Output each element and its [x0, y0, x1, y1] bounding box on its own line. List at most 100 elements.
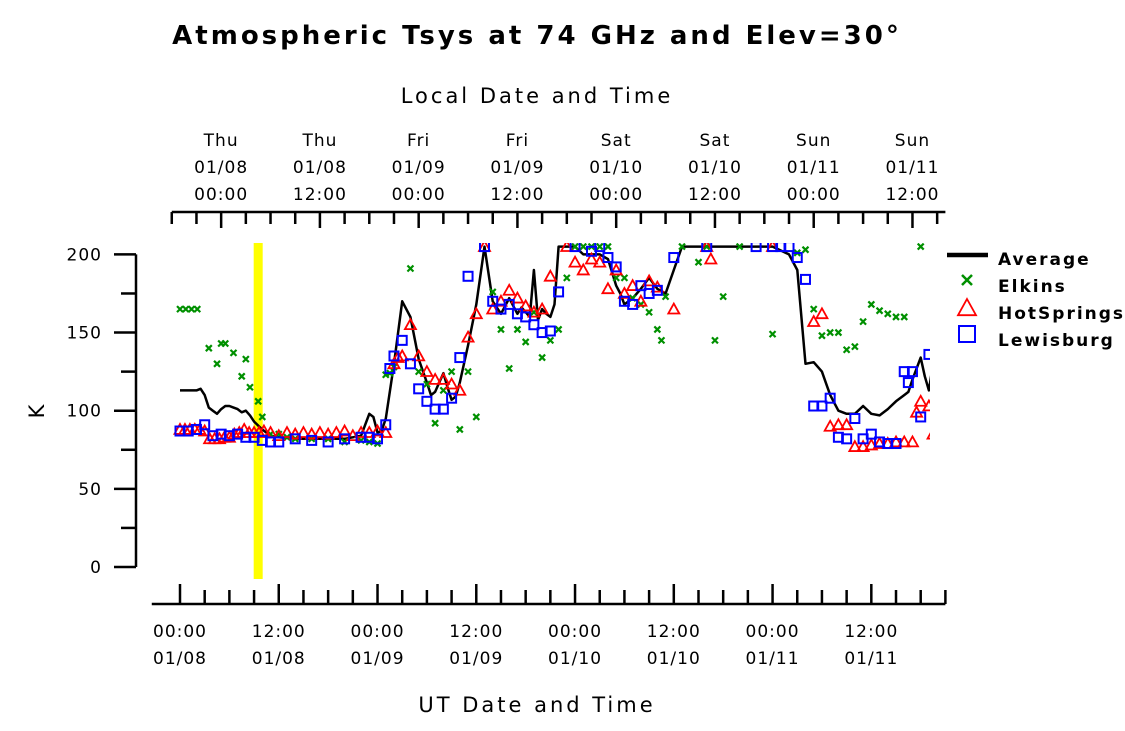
bottom-tick-time: 12:00	[449, 622, 503, 642]
lewisburg-point	[404, 358, 416, 370]
bottom-tick-date: 01/11	[844, 649, 898, 669]
lewisburg-point	[528, 319, 540, 331]
lewisburg-point	[635, 280, 647, 292]
elkins-point	[579, 243, 588, 251]
lewisburg-point	[701, 243, 713, 253]
elkins-point	[246, 383, 254, 392]
top-tick-day: Sat	[601, 131, 632, 151]
elkins-point	[258, 413, 267, 421]
hotsprings-point	[444, 376, 459, 390]
hotsprings-point	[814, 306, 829, 320]
series-elkins	[176, 243, 925, 448]
top-tick-date: 01/09	[490, 158, 544, 178]
bottom-tick-time: 00:00	[746, 622, 800, 642]
elkins-point	[620, 274, 629, 282]
elkins-point	[595, 243, 604, 251]
elkins-point	[193, 305, 202, 313]
legend-label: Elkins	[998, 277, 1067, 297]
hotsprings-point	[617, 286, 632, 299]
hotsprings-point	[469, 306, 484, 320]
top-tick-time: 00:00	[787, 185, 841, 205]
elkins-point	[801, 245, 810, 254]
lewisburg-point	[273, 436, 285, 448]
lewisburg-point	[651, 284, 663, 296]
elkins-point	[229, 349, 238, 357]
lewisburg-point	[421, 395, 433, 407]
lewisburg-point	[816, 400, 828, 412]
legend-item-hotsprings: HotSprings	[956, 297, 1123, 324]
lewisburg-point	[783, 243, 795, 253]
top-tick-day: Thu	[203, 131, 239, 151]
hotsprings-point	[419, 364, 434, 377]
elkins-point	[604, 243, 612, 251]
elkins-point	[423, 380, 431, 388]
lewisburg-point	[372, 433, 384, 445]
elkins-point	[678, 243, 686, 251]
elkins-point	[892, 313, 900, 321]
hotsprings-point	[831, 417, 846, 431]
series-lewisburg	[174, 243, 930, 450]
hotsprings-point	[296, 425, 311, 438]
lewisburg-point	[594, 243, 606, 253]
elkins-point	[176, 305, 184, 313]
hotsprings-point	[666, 301, 681, 315]
lewisburg-point	[865, 428, 877, 440]
lewisburg-point	[437, 403, 449, 415]
lewisburg-point	[544, 325, 556, 337]
top-tick-day: Fri	[506, 131, 529, 151]
hotsprings-point	[543, 268, 558, 282]
lewisburg-point	[388, 350, 400, 362]
bottom-tick-date: 01/10	[548, 649, 602, 669]
lewisburg-point	[610, 261, 622, 273]
elkins-point	[513, 325, 522, 334]
hotsprings-point	[403, 317, 418, 331]
hotsprings-point	[847, 439, 862, 452]
legend-elkins-swatch	[961, 274, 973, 286]
hotsprings-point	[856, 439, 871, 452]
bottom-tick-time: 12:00	[252, 622, 306, 642]
elkins-point	[884, 310, 892, 318]
elkins-point	[657, 336, 666, 345]
elkins-point	[735, 243, 744, 251]
elkins-point	[505, 364, 513, 373]
hotsprings-point	[576, 262, 591, 276]
lewisburg-point	[384, 362, 396, 374]
elkins-point	[414, 367, 423, 376]
hotsprings-point	[329, 425, 344, 438]
hotsprings-point	[510, 290, 525, 304]
hotsprings-point	[823, 418, 838, 432]
lewisburg-point	[890, 438, 902, 450]
hotsprings-point	[502, 282, 517, 296]
hotsprings-point	[411, 348, 426, 362]
bottom-tick-date: 01/09	[351, 649, 405, 669]
elkins-point	[447, 367, 456, 376]
hotsprings-point	[312, 425, 327, 438]
top-tick-date: 01/11	[787, 158, 841, 178]
top-tick-day: Sun	[895, 131, 930, 151]
hotsprings-point	[428, 372, 443, 385]
lewisburg-point	[902, 377, 914, 389]
legend-item-average: Average	[947, 250, 1089, 270]
bottom-tick-date: 01/08	[252, 649, 306, 669]
hotsprings-point	[609, 262, 624, 276]
hotsprings-point	[921, 398, 930, 412]
y-tick-label: 100	[67, 402, 102, 422]
elkins-point	[546, 336, 555, 345]
lewisburg-point	[396, 334, 408, 346]
hotsprings-point	[839, 417, 854, 431]
elkins-point	[834, 328, 843, 337]
top-tick-time: 12:00	[688, 185, 742, 205]
elkins-point	[237, 372, 246, 381]
hotsprings-point	[304, 426, 319, 440]
top-tick-time: 12:00	[490, 185, 544, 205]
lewisburg-point	[915, 411, 927, 423]
elkins-point	[875, 306, 884, 315]
bottom-tick-date: 01/11	[746, 649, 800, 669]
hotsprings-point	[518, 298, 533, 312]
elkins-point	[554, 325, 563, 334]
hotsprings-point	[370, 423, 385, 437]
hotsprings-point	[703, 251, 718, 265]
elkins-point	[818, 331, 826, 340]
hotsprings-point	[452, 383, 467, 396]
chart-title: Atmospheric Tsys at 74 GHz and Elev=30°	[172, 21, 902, 51]
